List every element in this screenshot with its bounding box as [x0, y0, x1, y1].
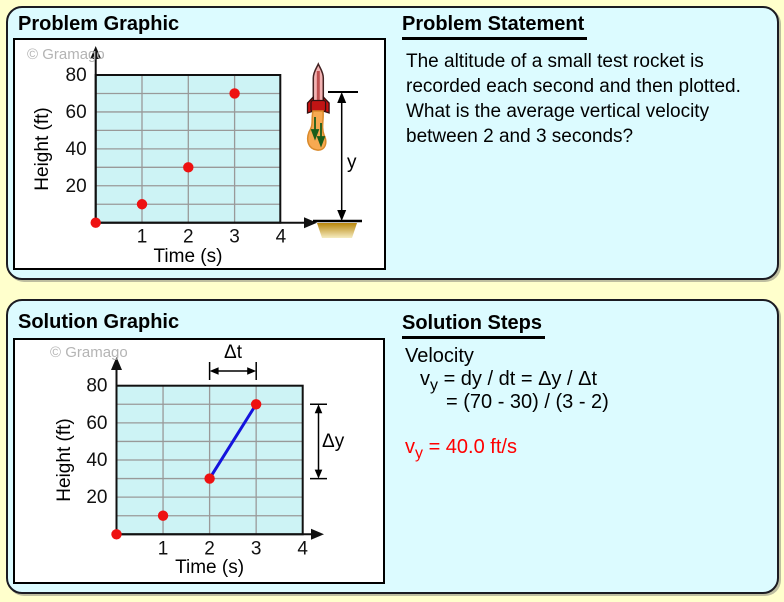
x-tick-label: 4: [297, 538, 308, 559]
delta-t-annotation: Δt: [208, 342, 257, 380]
y-axis-label: Height (ft): [32, 107, 53, 190]
result-var: v: [405, 436, 415, 458]
delta-y-label: Δy: [322, 431, 345, 452]
solution-graphic-title: Solution Graphic: [18, 311, 180, 333]
y-axis-label: Height (ft): [54, 418, 75, 501]
velocity-heading: Velocity: [405, 345, 474, 367]
secant-line: [208, 402, 258, 481]
x-tick-label: 4: [276, 227, 287, 248]
data-point: [157, 510, 169, 521]
y-tick-labels: 20 40 60 80: [66, 65, 87, 197]
y-tick-label: 60: [66, 102, 87, 123]
axes: [111, 357, 324, 540]
data-point: [204, 473, 215, 484]
formula-sub: y: [430, 377, 438, 394]
y-measure-label: y: [347, 152, 357, 173]
y-tick-label: 20: [66, 176, 87, 197]
y-tick-label: 40: [66, 139, 87, 160]
formula-line-1: vy = dy / dt = Δy / Δt: [420, 368, 598, 394]
x-tick-label: 2: [204, 538, 215, 559]
data-point: [90, 217, 101, 228]
watermark: © Gramago: [27, 46, 105, 63]
y-tick-label: 20: [86, 487, 107, 508]
x-tick-labels: 1 2 3 4: [158, 538, 309, 559]
x-tick-label: 1: [158, 538, 169, 559]
solution-steps-header: Solution Steps: [402, 312, 545, 339]
result-line: vy = 40.0 ft/s: [405, 436, 517, 462]
x-tick-label: 3: [229, 227, 240, 248]
statement-line: between 2 and 3 seconds?: [406, 126, 634, 147]
delta-t-label: Δt: [224, 342, 243, 363]
data-point: [183, 162, 194, 173]
data-points: [111, 399, 262, 540]
x-tick-label: 3: [251, 538, 262, 559]
watermark: © Gramago: [50, 344, 128, 361]
y-tick-label: 40: [86, 450, 107, 471]
result-sub: y: [415, 445, 423, 462]
delta-y-annotation: Δy: [310, 403, 345, 480]
ground-patch: [317, 223, 357, 238]
problem-statement-text: The altitude of a small test rocket is r…: [406, 49, 741, 149]
formula-var: v: [420, 368, 430, 390]
x-tick-labels: 1 2 3 4: [137, 227, 287, 248]
x-axis-label: Time (s): [154, 246, 223, 267]
flame-arrows-icon: [310, 117, 326, 148]
result-rhs: = 40.0 ft/s: [428, 436, 517, 458]
data-point: [229, 88, 240, 99]
solution-chart-box: 1 2 3 4 20 40 60 80 © Gramago Time (s) Height …: [13, 338, 385, 584]
grid: [116, 385, 303, 535]
rocket-collar: [310, 99, 327, 113]
problem-statement-header: Problem Statement: [402, 13, 588, 40]
data-point: [111, 529, 122, 540]
statement-line: What is the average vertical velocity: [406, 101, 710, 122]
x-tick-label: 1: [137, 227, 148, 248]
rocket-illustration: [306, 62, 330, 151]
x-axis-label: Time (s): [175, 557, 244, 578]
y-tick-labels: 20 40 60 80: [86, 376, 107, 508]
y-tick-label: 60: [86, 413, 107, 434]
statement-line: The altitude of a small test rocket is: [406, 51, 704, 72]
formula-line-2: = (70 - 30) / (3 - 2): [446, 391, 609, 413]
y-tick-label: 80: [66, 65, 87, 86]
height-measure: y: [313, 91, 362, 238]
y-tick-label: 80: [86, 376, 107, 397]
solution-panel: Solution Graphic 1 2 3 4 20 40 60 80 © Gramago…: [6, 299, 779, 594]
formula-rhs: = dy / dt = Δy / Δt: [443, 368, 598, 390]
axes: [90, 46, 317, 229]
data-points: [90, 88, 240, 228]
problem-chart: 1 2 3 4 20 40 60 80 © Gramago Time (s) Height …: [27, 46, 362, 267]
problem-graphic-title: Problem Graphic: [18, 13, 180, 35]
data-point: [136, 199, 148, 210]
series: [208, 402, 258, 481]
x-tick-label: 2: [183, 227, 194, 248]
problem-chart-box: 1 2 3 4 20 40 60 80 © Gramago Time (s) Height …: [13, 38, 386, 270]
solution-chart: 1 2 3 4 20 40 60 80 © Gramago Time (s) Height …: [50, 342, 345, 578]
data-point: [250, 399, 262, 410]
statement-line: recorded each second and then plotted.: [406, 76, 741, 97]
